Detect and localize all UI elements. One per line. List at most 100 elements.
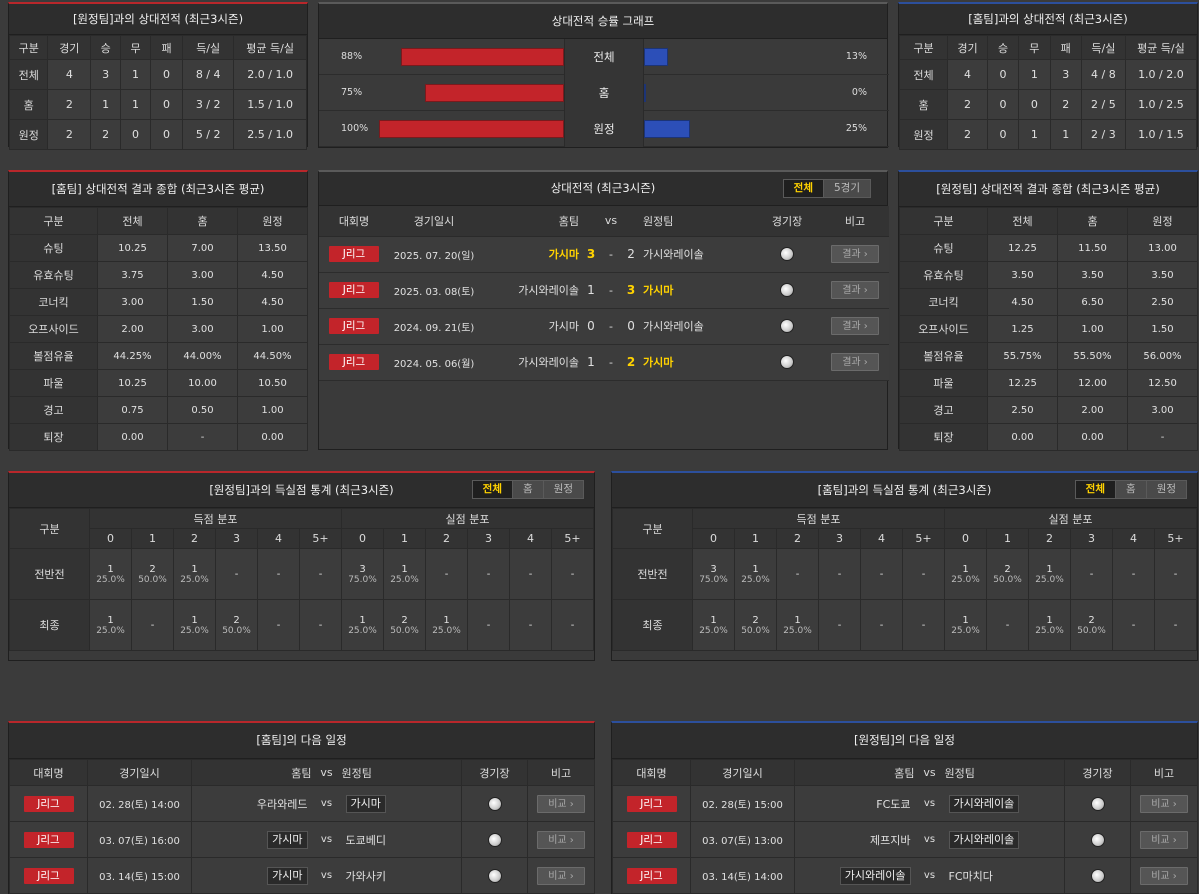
compare-button[interactable]: 비교 ›	[1140, 794, 1188, 813]
table-row[interactable]: J리그 02. 28(토) 14:00 우라와레드 vs 가시마 비교 ›	[9, 785, 595, 822]
home-team-cell: 가시마	[191, 857, 312, 894]
away-team: 가시와레이솔	[643, 236, 754, 273]
count: -	[879, 568, 884, 580]
note-cell: 비교 ›	[1130, 821, 1198, 858]
compare-button[interactable]: 비교 ›	[537, 794, 585, 813]
result-button[interactable]: 결과 ›	[831, 245, 880, 263]
league-cell: J리그	[319, 236, 389, 273]
column-header: 경기장	[461, 759, 528, 786]
tab-1[interactable]: 전체	[472, 481, 512, 498]
result-button[interactable]: 결과 ›	[831, 353, 880, 371]
note-cell: 비교 ›	[527, 785, 595, 822]
column-header: 대회명	[9, 759, 88, 786]
away-team: 가시마	[643, 344, 754, 381]
cell-value: 4.50	[987, 288, 1058, 316]
ball-icon[interactable]	[780, 247, 795, 261]
distribution-cell: 1 25.0%	[944, 599, 987, 651]
header-row: 0 1 2 3 4 5+ 0 1 2 3 4 5+	[613, 528, 1197, 549]
compare-button[interactable]: 비교 ›	[537, 866, 585, 885]
match-date: 03. 07(토) 16:00	[87, 821, 192, 858]
cell-value: 2	[47, 89, 92, 120]
ball-icon[interactable]	[780, 319, 795, 333]
result-button[interactable]: 결과 ›	[831, 281, 880, 299]
table-row: 원정 2 0 1 1 2 / 3 1.0 / 1.5	[898, 119, 1198, 150]
distribution-cell: -	[299, 548, 342, 600]
table-row[interactable]: J리그 2025. 07. 20(일) 가시마 3-2 가시와레이솔 결과 ›	[319, 236, 890, 273]
vs-label: vs	[914, 821, 945, 858]
column-header: vs	[914, 759, 945, 786]
tab-2[interactable]: 5경기	[822, 180, 870, 197]
cell-value: 3.00	[167, 261, 238, 289]
league-cell: J리그	[9, 785, 88, 822]
compare-button[interactable]: 비교 ›	[1140, 830, 1188, 849]
stadium-cell	[753, 308, 822, 345]
column-header: 비고	[821, 206, 890, 237]
ball-icon[interactable]	[487, 868, 502, 883]
league-badge: J리그	[626, 831, 677, 848]
table-row: 코너킥 4.50 6.50 2.50	[899, 288, 1198, 316]
count: 2	[1088, 614, 1095, 626]
cell-value: 0.00	[987, 423, 1058, 451]
stadium-cell	[1064, 785, 1131, 822]
table-row: 최종 1 25.0% 2 50.0% 1 25.0% - - -1 25.0% -1 25.0% 2 50.…	[612, 599, 1197, 651]
goal-count-header: 5+	[902, 528, 945, 549]
table-row: 파울 12.25 12.00 12.50	[899, 369, 1198, 397]
compare-button[interactable]: 비교 ›	[1140, 866, 1188, 885]
ball-icon[interactable]	[487, 832, 502, 847]
table-row: 오프사이드 1.25 1.00 1.50	[899, 315, 1198, 343]
table-row[interactable]: J리그 02. 28(토) 15:00 FC도쿄 vs 가시와레이솔 비교 ›	[612, 785, 1198, 822]
row-label: 퇴장	[899, 423, 988, 451]
table-row[interactable]: J리그 03. 14(토) 15:00 가시마 vs 가와사키 비교 ›	[9, 857, 595, 894]
panel-title: [원정팀]의 다음 일정	[612, 723, 1197, 759]
compare-button[interactable]: 비교 ›	[537, 830, 585, 849]
distribution-cell: 1 25.0%	[1028, 548, 1071, 600]
table-row[interactable]: J리그 2024. 05. 06(월) 가시와레이솔 1-2 가시마 결과 ›	[319, 344, 890, 381]
table-row: 유효슈팅 3.75 3.00 4.50	[9, 261, 308, 289]
tab-2[interactable]: 홈	[1115, 481, 1146, 498]
tab-3[interactable]: 원정	[1145, 481, 1186, 498]
match-date: 03. 07(토) 13:00	[690, 821, 795, 858]
cell-value: 0	[986, 59, 1020, 90]
tab-2[interactable]: 홈	[512, 481, 543, 498]
ball-icon[interactable]	[780, 355, 795, 369]
table-row[interactable]: J리그 03. 14(토) 14:00 가시와레이솔 vs FC마치다 비교 ›	[612, 857, 1198, 894]
table-row[interactable]: J리그 03. 07(토) 13:00 제프지바 vs 가시와레이솔 비교 ›	[612, 821, 1198, 858]
tab-3[interactable]: 원정	[542, 481, 583, 498]
column-header: 비고	[1130, 759, 1198, 786]
column-header: 경기일시	[87, 759, 192, 786]
ball-icon[interactable]	[780, 283, 795, 297]
goals-away-title: [원정팀]과의 득실점 통계 (최근3시즌)	[209, 483, 394, 497]
count: -	[921, 568, 926, 580]
cell-value: 44.50%	[237, 342, 308, 370]
cell-value: 44.00%	[167, 342, 238, 370]
table-row[interactable]: J리그 2025. 03. 08(토) 가시와레이솔 1-3 가시마 결과 ›	[319, 272, 890, 309]
row-label: 전체	[898, 59, 949, 90]
cell-value: 2	[47, 119, 92, 150]
result-button[interactable]: 결과 ›	[831, 317, 880, 335]
column-header: 전체	[97, 207, 168, 235]
cell-value: 3	[1049, 59, 1082, 90]
tab-1[interactable]: 전체	[1075, 481, 1115, 498]
tab-1[interactable]: 전체	[783, 180, 823, 197]
goal-count-header: 1	[383, 528, 426, 549]
ball-icon[interactable]	[1090, 868, 1105, 883]
ball-icon[interactable]	[487, 796, 502, 811]
distribution-cell: -	[1154, 599, 1197, 651]
column-header: 전체	[987, 207, 1058, 235]
table-row[interactable]: J리그 2024. 09. 21(토) 가시마 0-0 가시와레이솔 결과 ›	[319, 308, 890, 345]
header-row: 구분 전체 홈 원정	[9, 207, 308, 235]
match-date: 03. 14(토) 14:00	[690, 857, 795, 894]
cell-value: 10.25	[97, 234, 168, 262]
percent: 25.0%	[1035, 574, 1064, 585]
ball-icon[interactable]	[1090, 796, 1105, 811]
row-label: 오프사이드	[899, 315, 988, 343]
cell-value: 1.0 / 2.0	[1124, 59, 1198, 90]
table-row: 파울 10.25 10.00 10.50	[9, 369, 308, 397]
column-header: 구분	[9, 207, 98, 235]
cell-value: 44.25%	[97, 342, 168, 370]
count: 1	[794, 614, 801, 626]
stadium-cell	[1064, 821, 1131, 858]
table-row[interactable]: J리그 03. 07(토) 16:00 가시마 vs 도쿄베디 비교 ›	[9, 821, 595, 858]
ball-icon[interactable]	[1090, 832, 1105, 847]
goal-count-header: 4	[509, 528, 552, 549]
